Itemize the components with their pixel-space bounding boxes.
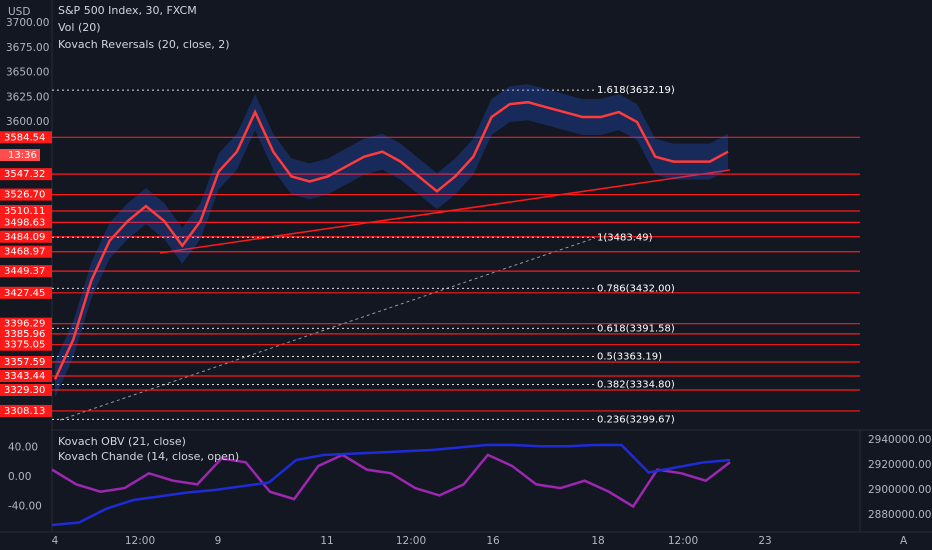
level-label: 3308.13: [4, 406, 45, 417]
level-label: 3510.11: [4, 206, 45, 217]
fib-label: 0.618(3391.58): [597, 323, 675, 334]
level-label: 3427.45: [4, 288, 45, 299]
fib-label: 1.618(3632.19): [597, 85, 675, 96]
level-tag: [0, 265, 52, 278]
obv-line: [51, 443, 731, 527]
chande-tick: 40.00: [8, 442, 38, 454]
chande-tick: -40.00: [8, 501, 42, 513]
level-tag: [0, 317, 52, 330]
fib-label: 0.236(3299.67): [597, 414, 675, 425]
price-tick: 3625.00: [6, 91, 49, 103]
price-tick: 3700.00: [6, 17, 49, 29]
level-label: 3468.97: [4, 247, 45, 258]
obv-tick: 2880000.00: [868, 509, 931, 521]
level-label: 3343.44: [4, 371, 45, 382]
level-tag: [0, 188, 52, 201]
level-label: 3385.96: [4, 329, 45, 340]
level-tag: [0, 230, 52, 243]
time-tick: 16: [486, 535, 500, 547]
obv-tick: 2940000.00: [868, 434, 931, 446]
level-tag: [0, 404, 52, 417]
level-tag: [0, 216, 52, 229]
volatility-band: [55, 84, 728, 398]
fib-label: 0.382(3334.80): [597, 380, 675, 391]
currency: USD: [8, 6, 30, 18]
obv-tick: 2920000.00: [868, 459, 931, 471]
time-tick: 9: [215, 535, 222, 547]
symbol: S&P 500 Index, 30, FXCM: [58, 4, 197, 17]
level-tag: [0, 355, 52, 368]
level-label: 3357.59: [4, 357, 45, 368]
level-tag: [0, 338, 52, 351]
chande-tick: 0.00: [8, 471, 31, 483]
time-tick: 23: [758, 535, 771, 547]
vol-label: Vol (20): [58, 21, 101, 34]
fib-label: 1(3483.49): [597, 232, 653, 243]
level-label: 3329.30: [4, 385, 45, 396]
obv-label: Kovach OBV (21, close): [58, 435, 186, 448]
price-tick: 3650.00: [6, 67, 49, 79]
level-label: 3526.70: [4, 190, 45, 201]
level-tag: [0, 168, 52, 181]
price-line: [53, 100, 729, 380]
level-label: 3396.29: [4, 319, 45, 330]
level-label: 3449.37: [4, 266, 45, 277]
fib-label: 0.5(3363.19): [597, 351, 662, 362]
price-tick: 3600.00: [6, 116, 49, 128]
level-tag: [0, 327, 52, 340]
level-tag: [0, 245, 52, 258]
fib-label: 0.786(3432.00): [597, 283, 675, 294]
level-tag: [0, 286, 52, 299]
chande-label: Kovach Chande (14, close, open): [58, 450, 239, 463]
reversals-label: Kovach Reversals (20, close, 2): [58, 38, 230, 51]
price-tick: 3675.00: [6, 42, 49, 54]
chande-line: [51, 453, 731, 509]
level-label: 3375.05: [4, 340, 45, 351]
level-tag: [0, 369, 52, 382]
fib-trend: [59, 237, 596, 421]
time-tick: 4: [52, 535, 59, 547]
level-tag: [0, 131, 52, 144]
countdown: 13:36: [8, 150, 37, 161]
time-tick: 11: [320, 535, 333, 547]
time-tick: 12:00: [125, 535, 155, 547]
time-tick: 12:00: [668, 535, 698, 547]
auto-scale[interactable]: A: [900, 535, 908, 547]
level-label: 3484.09: [4, 232, 45, 243]
level-tag: [0, 204, 52, 217]
level-label: 3498.63: [4, 217, 45, 228]
time-tick: 12:00: [396, 535, 426, 547]
level-label: 3584.54: [4, 132, 45, 143]
obv-tick: 2900000.00: [868, 484, 931, 496]
countdown-tag: [0, 149, 40, 161]
time-tick: 18: [591, 535, 604, 547]
level-tag: [0, 383, 52, 396]
level-label: 3547.32: [4, 169, 45, 180]
